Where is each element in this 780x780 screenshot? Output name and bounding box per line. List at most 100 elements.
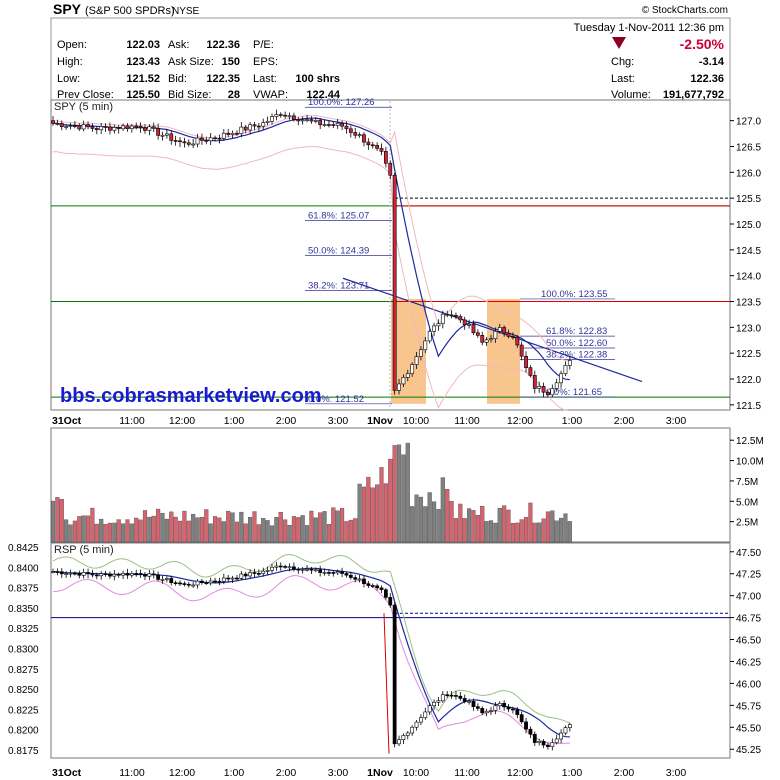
rsp-candle-body — [235, 577, 239, 580]
volume-bar — [243, 523, 248, 543]
rsp-candle-body — [108, 573, 112, 577]
rsp-right-tick-label: 46.75 — [736, 614, 761, 625]
rsp-candle-body — [226, 577, 231, 580]
volume-bar — [173, 516, 178, 543]
candle-body — [99, 126, 104, 131]
volume-bar — [523, 517, 529, 543]
rsp-candle-body — [138, 573, 143, 575]
candle-body — [164, 133, 169, 136]
volume-bar — [344, 521, 349, 543]
volume-bar — [493, 522, 498, 543]
volume-bar — [357, 483, 362, 543]
header-field-label: Ask Size: — [168, 56, 214, 68]
rsp-candle-body — [524, 721, 528, 730]
rsp-candle-body — [300, 569, 305, 571]
rsp-candle-body — [309, 568, 314, 571]
volume-bar — [423, 506, 428, 543]
candle-body — [484, 339, 489, 343]
volume-bar — [462, 518, 467, 543]
candle-body — [528, 367, 533, 376]
volume-bar — [134, 517, 139, 543]
candle-body — [467, 323, 472, 326]
fib-label: 61.8%: 125.07 — [308, 210, 369, 221]
volume-bar — [261, 518, 266, 543]
volume-bar — [81, 515, 86, 543]
rsp-candle-body — [217, 580, 222, 583]
volume-bar — [567, 521, 572, 543]
volume-bar — [309, 510, 314, 543]
candle-body — [366, 141, 371, 146]
volume-bar — [221, 521, 226, 543]
x-axis-label-top: 2:00 — [614, 415, 635, 427]
candle-body — [322, 124, 327, 126]
volume-bar — [68, 524, 73, 543]
rsp-right-tick-label: 46.25 — [736, 657, 761, 668]
candle-body — [213, 137, 217, 140]
volume-bar — [506, 509, 511, 543]
candle-body — [160, 134, 165, 137]
candle-body — [327, 124, 331, 126]
x-axis-label-top: 1:00 — [562, 415, 583, 427]
volume-bar — [340, 508, 345, 543]
price-layer: 100.0%: 127.26 61.8%: 125.07 50.0%: 124.39… — [51, 97, 730, 412]
fib-label: 0.0%: 121.65 — [546, 387, 602, 398]
price-tick-label: 122.0 — [736, 375, 761, 386]
volume-bar — [383, 483, 388, 543]
volume-bar — [199, 516, 204, 543]
candle-body — [51, 120, 55, 124]
volume-bar — [77, 516, 82, 543]
volume-bar — [545, 511, 550, 543]
candle-body — [287, 115, 292, 118]
candle-body — [331, 124, 336, 126]
header-field-label: Ask: — [168, 39, 189, 51]
volume-bar — [396, 444, 402, 543]
rsp-left-tick-label: 0.8275 — [8, 665, 39, 676]
header-field-value: 125.50 — [126, 89, 160, 101]
candle-body — [541, 386, 546, 393]
candle-body — [493, 331, 498, 339]
rsp-candle-body — [173, 582, 178, 584]
candle-body — [103, 126, 108, 128]
volume-bar — [151, 515, 156, 543]
volume-bar — [537, 522, 542, 543]
rsp-candle-body — [467, 700, 472, 703]
rsp-candle-body — [554, 738, 559, 743]
candle-body — [235, 132, 239, 135]
rsp-left-tick-label: 0.8200 — [8, 726, 39, 737]
rsp-candle-body — [151, 573, 156, 576]
rsp-candle-body — [528, 728, 533, 735]
candle-body — [362, 134, 366, 143]
candle-body — [68, 125, 73, 127]
candle-body — [296, 119, 301, 122]
volume-bar — [432, 501, 437, 543]
candle-body — [86, 124, 90, 128]
volume-bar — [121, 523, 126, 543]
volume-bar — [467, 508, 472, 543]
symbol: SPY — [53, 1, 82, 17]
candle-body — [353, 132, 358, 136]
rsp-candle-body — [318, 569, 323, 573]
rsp-candle-body — [414, 721, 419, 728]
x-axis-label-top: 3:00 — [328, 415, 349, 427]
rsp-candle-body — [502, 702, 507, 708]
header-field-label: Open: — [57, 39, 87, 51]
header-field-value: 28 — [228, 89, 240, 101]
x-axis-label-bottom: 3:00 — [328, 767, 349, 779]
rsp-candle-body — [563, 727, 568, 734]
rsp-candle-body — [480, 708, 485, 714]
rsp-candle-body — [261, 570, 266, 574]
volume-bar — [353, 518, 358, 543]
volume-bar — [484, 521, 489, 543]
rsp-candle-body — [357, 578, 362, 581]
rsp-candle-body — [454, 695, 458, 697]
down-arrow-icon — [612, 37, 626, 49]
volume-bar — [414, 494, 419, 543]
rsp-candle-body — [550, 742, 555, 747]
candle-body — [462, 319, 467, 326]
volume-bar — [418, 496, 423, 543]
rsp-candle-body — [252, 572, 257, 574]
volume-bar — [322, 511, 327, 543]
candle-body — [169, 133, 174, 141]
volume-bar — [164, 518, 169, 543]
volume-bar — [94, 523, 99, 543]
